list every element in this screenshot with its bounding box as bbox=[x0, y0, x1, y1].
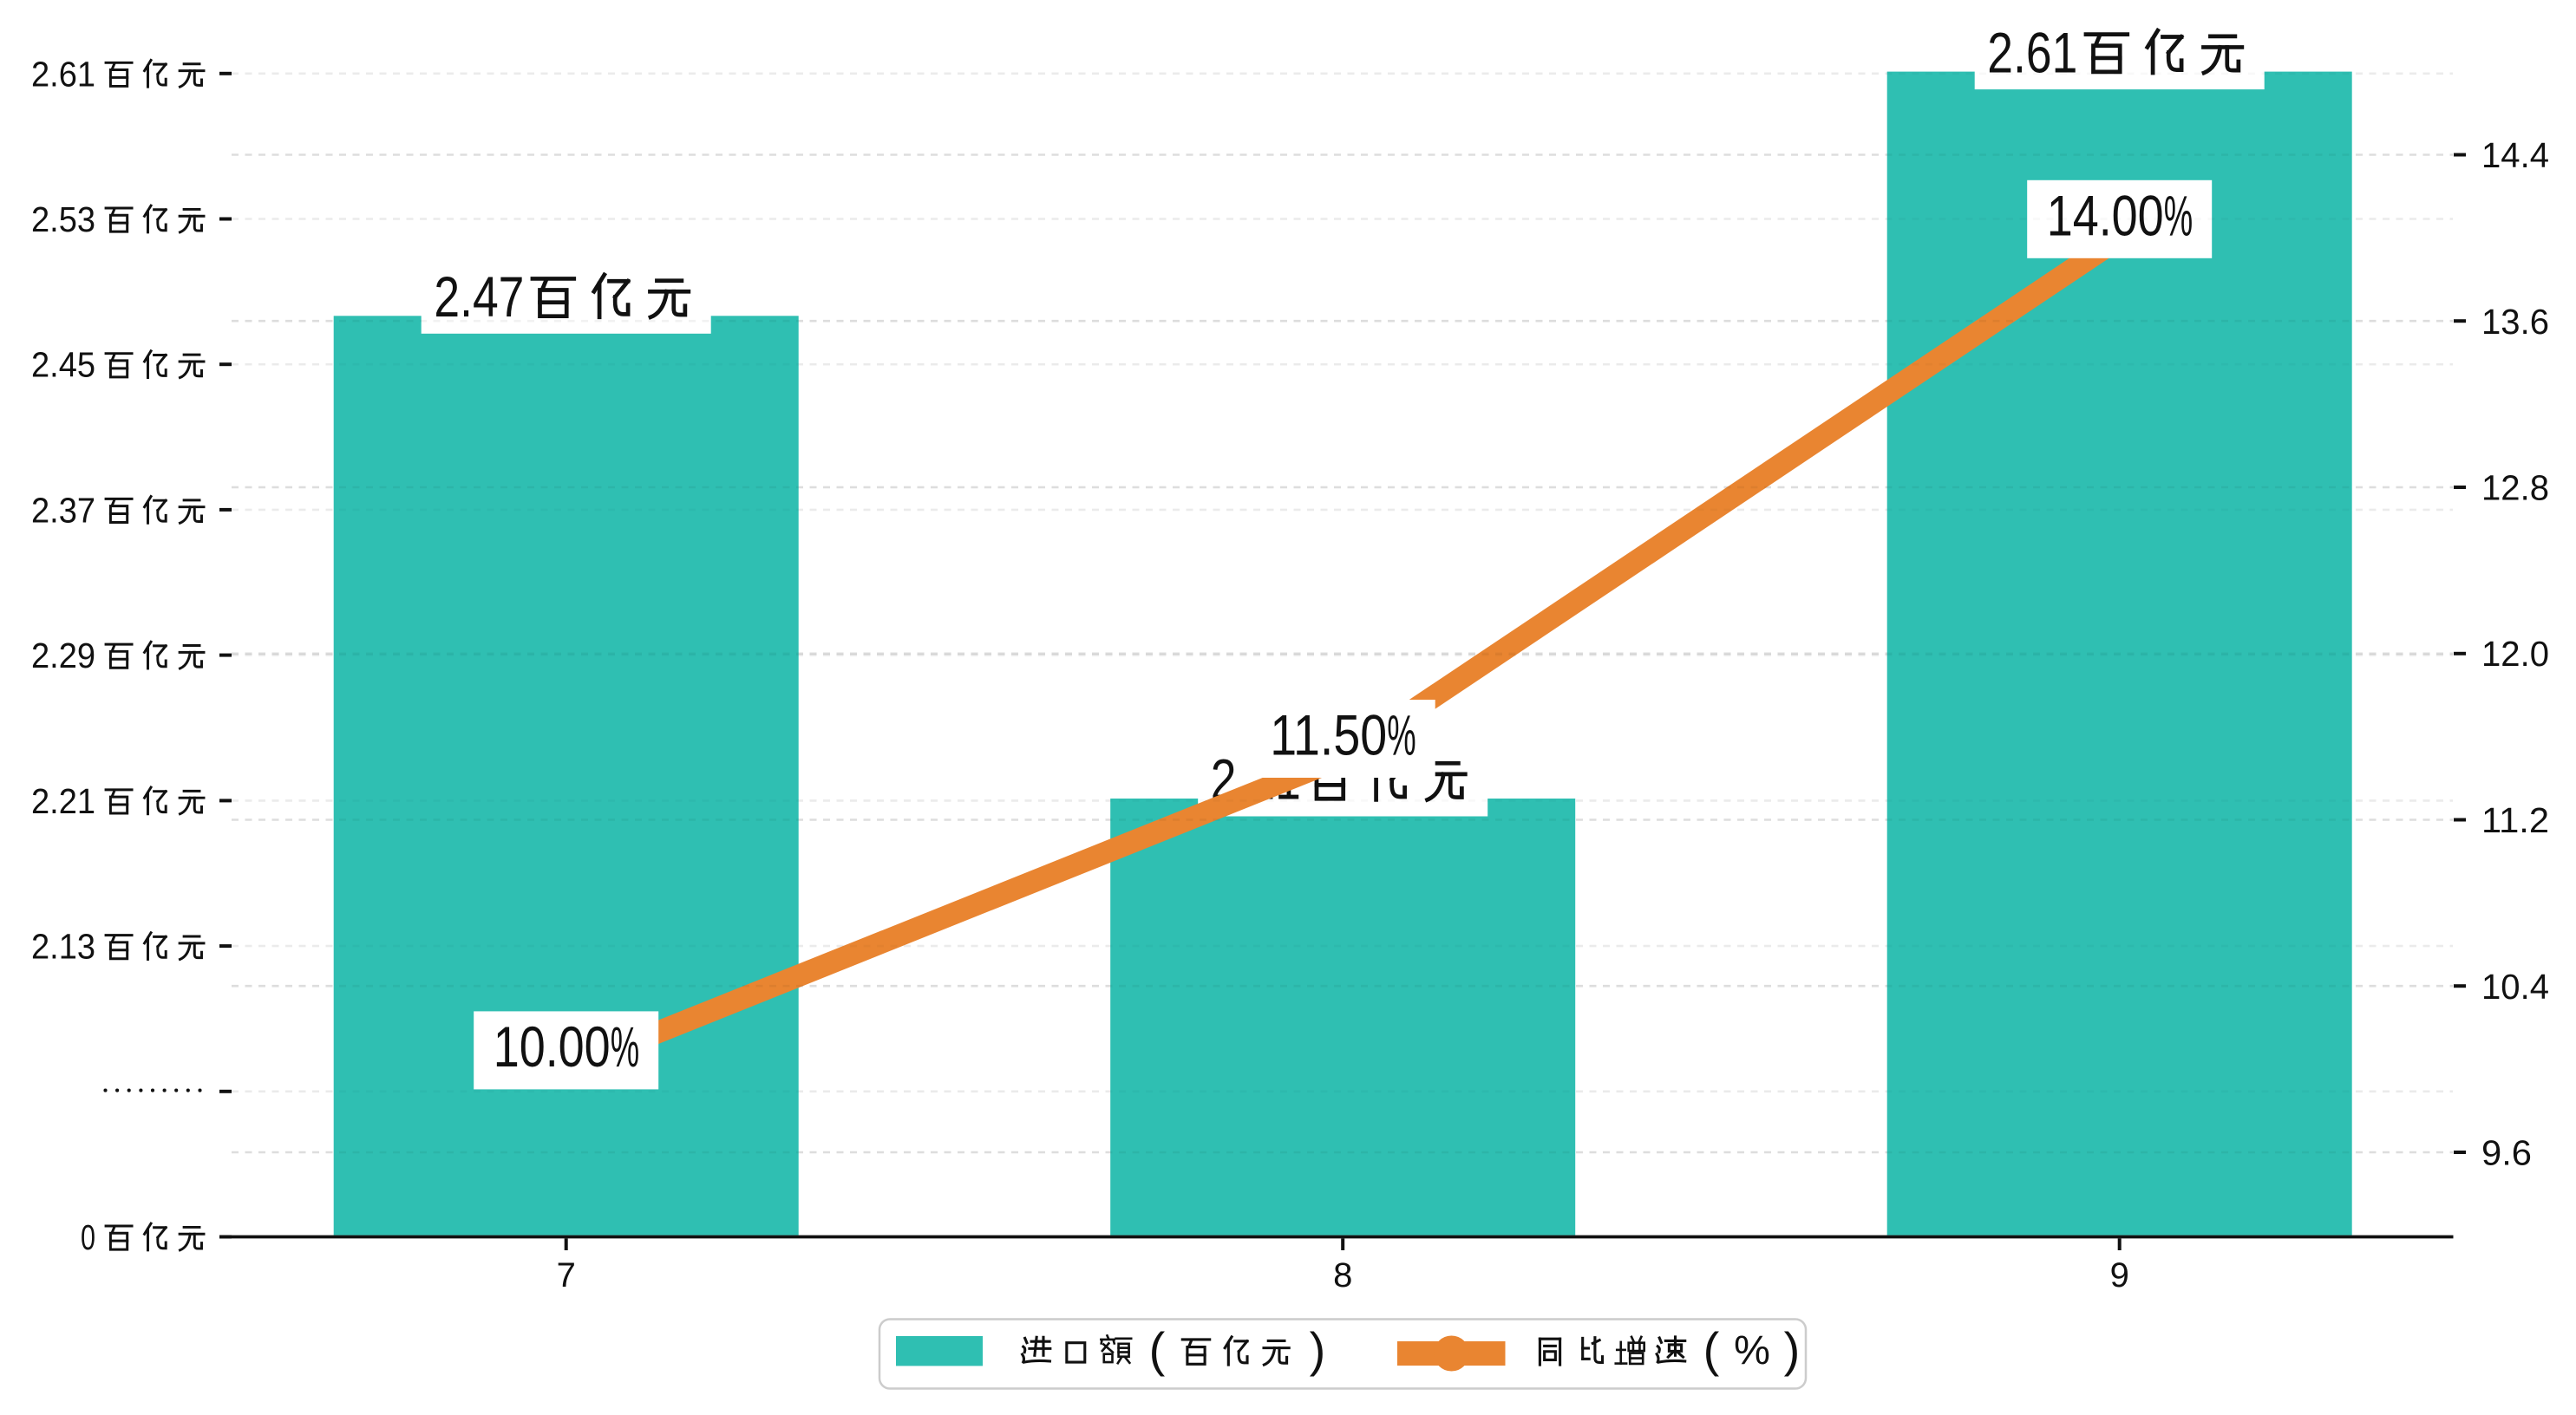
svg-text:%: % bbox=[2164, 184, 2193, 248]
svg-text:14.4: 14.4 bbox=[2481, 135, 2549, 175]
svg-text:2.61: 2.61 bbox=[31, 54, 95, 94]
svg-text:10.00: 10.00 bbox=[494, 1014, 611, 1079]
svg-text:13.6: 13.6 bbox=[2481, 302, 2549, 342]
svg-text:): ) bbox=[1784, 1322, 1801, 1377]
svg-text:%: % bbox=[611, 1015, 639, 1079]
svg-text:2.21: 2.21 bbox=[31, 781, 95, 821]
svg-text:): ) bbox=[1310, 1322, 1326, 1377]
svg-text:0: 0 bbox=[81, 1217, 95, 1257]
svg-text:10.4: 10.4 bbox=[2481, 967, 2549, 1007]
svg-text:9: 9 bbox=[2110, 1256, 2129, 1294]
svg-text:2.61: 2.61 bbox=[1987, 20, 2077, 84]
svg-text:9.6: 9.6 bbox=[2481, 1133, 2532, 1173]
svg-text:2.29: 2.29 bbox=[31, 636, 95, 675]
svg-text:7: 7 bbox=[557, 1256, 576, 1294]
svg-text:11.2: 11.2 bbox=[2481, 800, 2549, 840]
svg-text:8: 8 bbox=[1333, 1256, 1352, 1294]
svg-text:%: % bbox=[1734, 1327, 1770, 1373]
svg-text:11.50: 11.50 bbox=[1270, 703, 1387, 767]
svg-text:2.47: 2.47 bbox=[434, 264, 524, 329]
svg-text:14.00: 14.00 bbox=[2047, 183, 2164, 247]
svg-text:(: ( bbox=[1703, 1322, 1720, 1377]
svg-text:(: ( bbox=[1149, 1322, 1166, 1377]
svg-text:%: % bbox=[1387, 704, 1415, 768]
svg-text:12.0: 12.0 bbox=[2481, 634, 2549, 674]
svg-text:12.8: 12.8 bbox=[2481, 468, 2549, 508]
svg-text:2.53: 2.53 bbox=[31, 199, 95, 239]
svg-text:2.13: 2.13 bbox=[31, 927, 95, 967]
svg-text:2.37: 2.37 bbox=[31, 490, 95, 530]
svg-text:2.45: 2.45 bbox=[31, 345, 95, 385]
